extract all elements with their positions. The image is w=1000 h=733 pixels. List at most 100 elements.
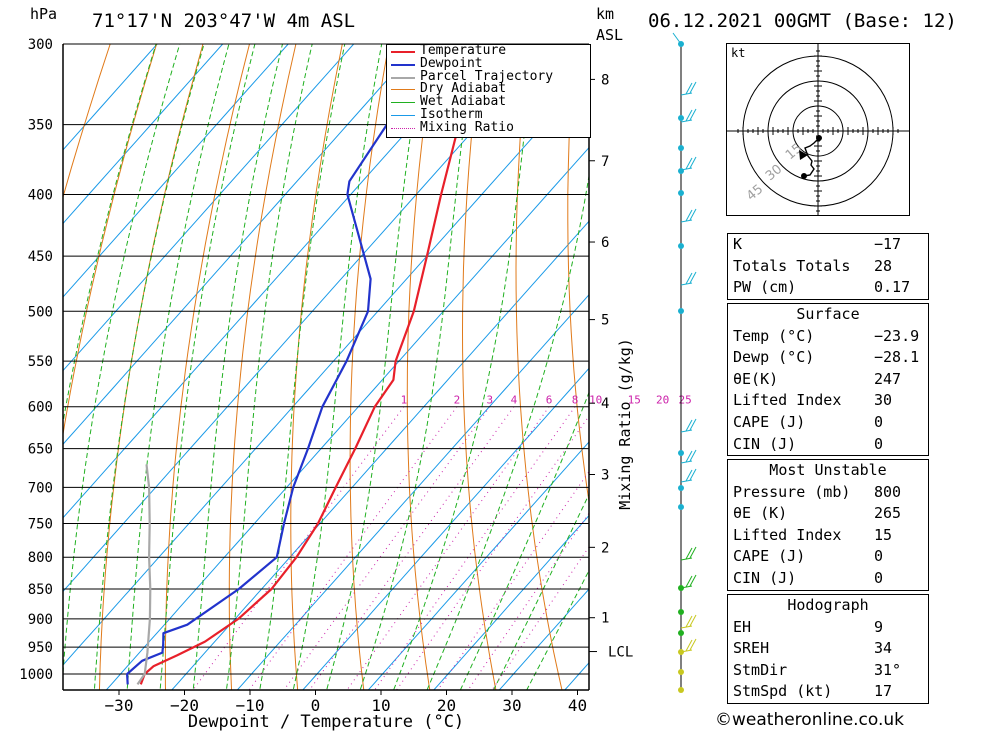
wind-level-dot <box>678 115 684 121</box>
dry-adiabat-line <box>164 44 251 690</box>
wind-barb-feather <box>685 469 693 482</box>
index-value: 0.17 <box>874 278 911 297</box>
isotherm-line <box>433 514 589 690</box>
km-unit-label: km <box>596 5 615 23</box>
axes: −30 −20 −10 0 10 20 30 40 Dewpoint / Temperature… <box>62 44 634 732</box>
wind-barb-feather <box>685 157 693 170</box>
wet-adiabat-line <box>393 44 536 690</box>
surface-value: 0 <box>874 412 884 431</box>
isotherm-line <box>498 588 589 690</box>
hodograph-start-dot <box>816 135 822 141</box>
x-tick-label: −30 <box>105 696 134 715</box>
wind-level-dot <box>678 609 684 615</box>
hodograph-trace <box>803 137 820 177</box>
index-value: −17 <box>874 235 902 253</box>
dewpoint-trace <box>125 44 483 685</box>
wet-adiabat-line <box>63 44 157 426</box>
pressure-tick-label: 900 <box>28 612 53 628</box>
asl-unit-label: ASL <box>596 26 624 44</box>
surface-label: CAPE (J) <box>733 412 806 431</box>
wet-adiabat-line <box>426 173 589 690</box>
legend-swatch <box>391 114 415 116</box>
wind-barb-feather <box>689 271 697 284</box>
hodo-label: StmDir <box>733 660 788 679</box>
legend-swatch <box>391 76 415 79</box>
index-value: 28 <box>874 256 893 275</box>
mixing-ratio-label: 20 <box>656 394 669 407</box>
legend-swatch <box>391 51 415 53</box>
wind-barb-feather <box>689 614 697 627</box>
legend-item-dry-adiabat: Dry Adiabat <box>387 82 590 96</box>
wet-adiabat-line <box>493 493 589 690</box>
isobar-lines: 300 350 400 450 500 550 600 650 700 750 800 850 900 9… <box>19 37 589 683</box>
dry-adiabat-line <box>406 44 436 690</box>
wind-barb-top <box>672 32 682 45</box>
hodo-value: 31° <box>874 660 902 679</box>
datetime-title: 06.12.2021 00GMT (Base: 12) <box>648 10 957 32</box>
mu-label: CAPE (J) <box>733 547 806 566</box>
indices-table: K −17 Totals Totals 28 PW (cm) 0.17 <box>727 233 929 300</box>
km-tick-label: 2 <box>601 540 609 556</box>
pressure-tick-label: 550 <box>28 354 53 370</box>
wind-barb <box>680 208 697 223</box>
legend-label: Dewpoint <box>420 55 483 71</box>
mixing-ratio-label: 25 <box>678 394 691 407</box>
hodo-label: EH <box>733 617 752 636</box>
mixing-ratio-label: 3 <box>486 394 493 407</box>
hodo-value: 17 <box>874 682 893 701</box>
wind-level-dot <box>678 669 684 675</box>
surface-label: Temp (°C) <box>733 326 815 345</box>
dry-adiabat-line <box>63 44 158 437</box>
mixing-ratio-labels: 1 2 3 4 6 8 10 15 20 25 <box>401 394 692 407</box>
mixing-ratio-line <box>395 415 589 690</box>
legend-label: Temperature <box>420 43 507 58</box>
wind-barb-feather <box>689 156 697 169</box>
mixing-ratio-label: 2 <box>454 394 461 407</box>
wind-barb <box>680 574 697 589</box>
isotherm-line <box>63 44 486 519</box>
mu-value: 15 <box>874 525 893 544</box>
dry-adiabat-line <box>515 44 563 690</box>
wind-barb <box>680 156 697 171</box>
legend-label: Mixing Ratio <box>420 119 514 135</box>
hodograph-ticks <box>737 50 899 212</box>
isotherm-line <box>63 44 289 298</box>
legend: Temperature Dewpoint Parcel Trajectory D… <box>386 44 591 138</box>
surface-value: −28.1 <box>874 348 920 367</box>
wind-barb-feather <box>685 615 693 628</box>
isotherm-line <box>63 44 355 372</box>
x-tick-label: 10 <box>371 696 390 715</box>
mu-value: 265 <box>874 504 902 523</box>
wind-barb-feather <box>689 546 697 559</box>
hodograph-stats-title: Hodograph <box>787 596 869 614</box>
pressure-tick-label: 400 <box>28 188 53 204</box>
legend-label: Parcel Trajectory <box>420 68 554 84</box>
wet-adiabat-line <box>63 44 181 680</box>
pressure-tick-label: 700 <box>28 480 53 496</box>
wind-level-dot <box>678 168 684 174</box>
wind-barb-feather <box>689 208 697 221</box>
dry-adiabat-line <box>987 8 1000 705</box>
hodograph-end-dot <box>801 173 807 179</box>
mixing-ratio-line <box>283 406 491 690</box>
dry-adiabat-line <box>349 44 390 690</box>
wind-barb-feather <box>689 108 697 121</box>
wind-barb-feather <box>685 272 693 285</box>
wind-profile <box>672 32 697 693</box>
copyright-footer[interactable]: ©weatheronline.co.uk <box>715 710 905 730</box>
wind-level-dot <box>678 630 684 636</box>
surface-label: Lifted Index <box>733 391 842 410</box>
wind-barb-feather <box>685 575 693 588</box>
wind-barb <box>680 468 697 483</box>
mixing-ratio-label: 6 <box>546 394 553 407</box>
pressure-tick-label: 650 <box>28 442 53 458</box>
km-tick-label: 3 <box>601 467 609 483</box>
parcel-trace <box>136 464 152 686</box>
wet-adiabat-line <box>459 391 589 690</box>
mixing-ratio-line <box>373 406 576 690</box>
km-tick-label: 1 <box>601 611 609 627</box>
dry-adiabat-line <box>290 44 343 690</box>
wet-adiabat-line <box>225 44 313 690</box>
pressure-tick-label: 800 <box>28 550 53 566</box>
mixing-ratio-label: 8 <box>572 394 579 407</box>
